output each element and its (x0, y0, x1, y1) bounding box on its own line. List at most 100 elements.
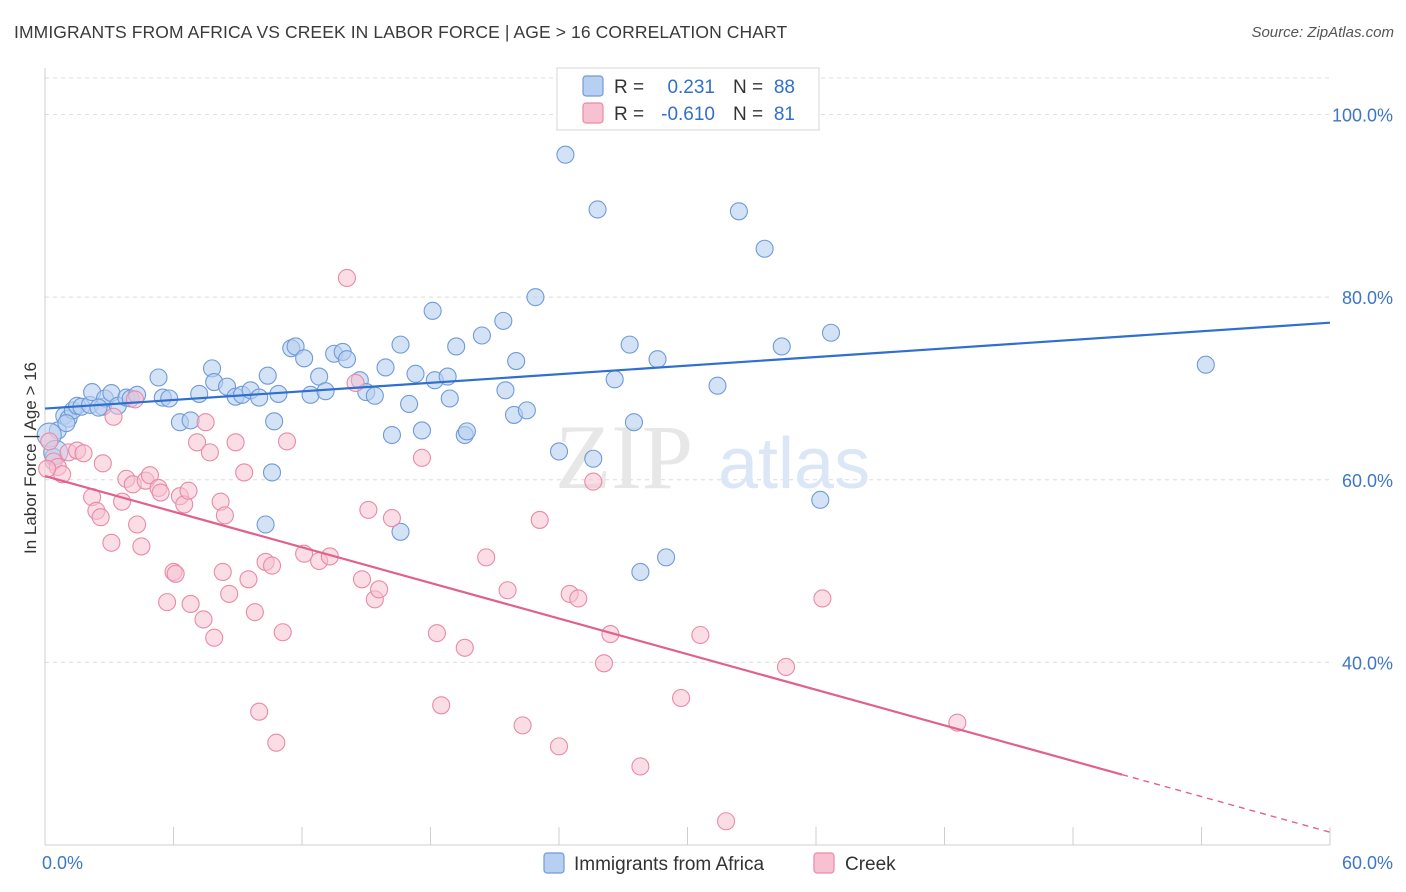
legend-top: R = 0.231 N = 88 R = -0.610 N = 81 (556, 67, 820, 131)
creek-point (125, 390, 144, 409)
legend-bottom: Immigrants from Africa Creek (543, 852, 896, 875)
africa-point (337, 350, 357, 369)
legend-n-label-1: N = (733, 77, 763, 98)
africa-point (265, 412, 284, 431)
creek-point (776, 657, 796, 676)
trend-line-creek-extrapolated (1122, 773, 1331, 833)
creek-point (104, 407, 123, 426)
legend-bottom-label-creek: Creek (845, 854, 896, 875)
africa-point (190, 384, 209, 403)
africa-point (507, 352, 526, 371)
africa-point (517, 401, 536, 420)
africa-point (624, 413, 644, 432)
series-immigrants-from-africa (36, 145, 1215, 582)
creek-point (455, 638, 474, 657)
africa-point (584, 449, 603, 468)
creek-point (213, 562, 232, 582)
africa-point (301, 385, 320, 404)
x-tick-label-min: 0.0% (42, 853, 83, 873)
africa-point (772, 337, 791, 356)
africa-point (160, 389, 179, 408)
africa-point (400, 394, 419, 414)
series-creek (38, 268, 967, 831)
creek-point (267, 733, 286, 752)
legend-swatch-pink (582, 102, 604, 124)
legend-r-label-1: R = (614, 77, 644, 98)
creek-point (226, 433, 245, 452)
trend-line-creek (44, 475, 1123, 776)
creek-point (102, 533, 121, 552)
creek-point (813, 589, 832, 608)
creek-point (412, 448, 431, 467)
y-tick-label-80: 80.0% (1342, 288, 1393, 308)
creek-point (194, 610, 213, 629)
africa-point (620, 335, 639, 354)
africa-point (605, 370, 624, 389)
creek-point (672, 688, 691, 708)
creek-point (549, 737, 569, 756)
africa-point (406, 364, 425, 383)
creek-point (179, 481, 198, 500)
africa-point (631, 562, 650, 582)
creek-point (513, 716, 532, 735)
legend-n-label-2: N = (733, 104, 763, 125)
legend-bottom-swatch-pink (813, 852, 835, 874)
legend-swatch-blue (582, 75, 604, 97)
africa-point (256, 515, 275, 534)
africa-point (89, 398, 108, 417)
africa-point (472, 326, 491, 345)
africa-point (391, 522, 410, 541)
creek-point (220, 584, 239, 603)
y-axis-label: In Labor Force | Age > 16 (21, 362, 40, 554)
africa-point (149, 368, 168, 387)
creek-point (584, 472, 603, 491)
legend-r-label-2: R = (614, 104, 644, 125)
chart-title: IMMIGRANTS FROM AFRICA VS CREEK IN LABOR… (14, 22, 788, 42)
creek-point (196, 413, 215, 432)
africa-point (423, 301, 442, 320)
trend-line-africa (44, 321, 1331, 410)
creek-point (594, 654, 614, 673)
africa-point (549, 442, 569, 461)
creek-point (277, 432, 297, 451)
creek-point (128, 515, 147, 534)
africa-point (250, 388, 269, 407)
africa-point (821, 323, 841, 342)
africa-point (457, 422, 476, 441)
creek-point (188, 433, 207, 452)
trend-lines (44, 321, 1331, 833)
africa-point (412, 421, 431, 440)
x-tick-label-max: 60.0% (1342, 853, 1393, 873)
legend-n-value-1: 88 (774, 77, 795, 98)
creek-point (337, 268, 357, 288)
creek-point (74, 444, 93, 463)
creek-point (477, 548, 496, 567)
creek-point (427, 624, 446, 643)
africa-point (526, 288, 545, 307)
creek-point (359, 500, 378, 519)
creek-point (370, 580, 389, 599)
creek-point (166, 564, 185, 583)
africa-point (57, 414, 76, 433)
legend-bottom-swatch-blue (543, 852, 565, 874)
africa-point (376, 358, 395, 377)
africa-point (365, 386, 384, 405)
africa-point (181, 411, 200, 430)
creek-point (205, 628, 224, 647)
creek-point (691, 625, 710, 645)
y-tick-label-60: 60.0% (1342, 471, 1393, 491)
creek-point (132, 537, 151, 556)
africa-point (382, 425, 402, 445)
creek-point (245, 603, 264, 622)
creek-point (716, 812, 736, 831)
africa-point (729, 202, 748, 221)
legend-r-value-2: -0.610 (661, 104, 715, 125)
creek-point (498, 581, 517, 600)
creek-point (151, 483, 170, 502)
creek-point (235, 463, 254, 482)
creek-point (200, 443, 219, 462)
africa-point (556, 145, 575, 164)
creek-point (631, 757, 650, 776)
legend-bottom-label-africa: Immigrants from Africa (574, 854, 764, 875)
africa-point (494, 311, 513, 330)
